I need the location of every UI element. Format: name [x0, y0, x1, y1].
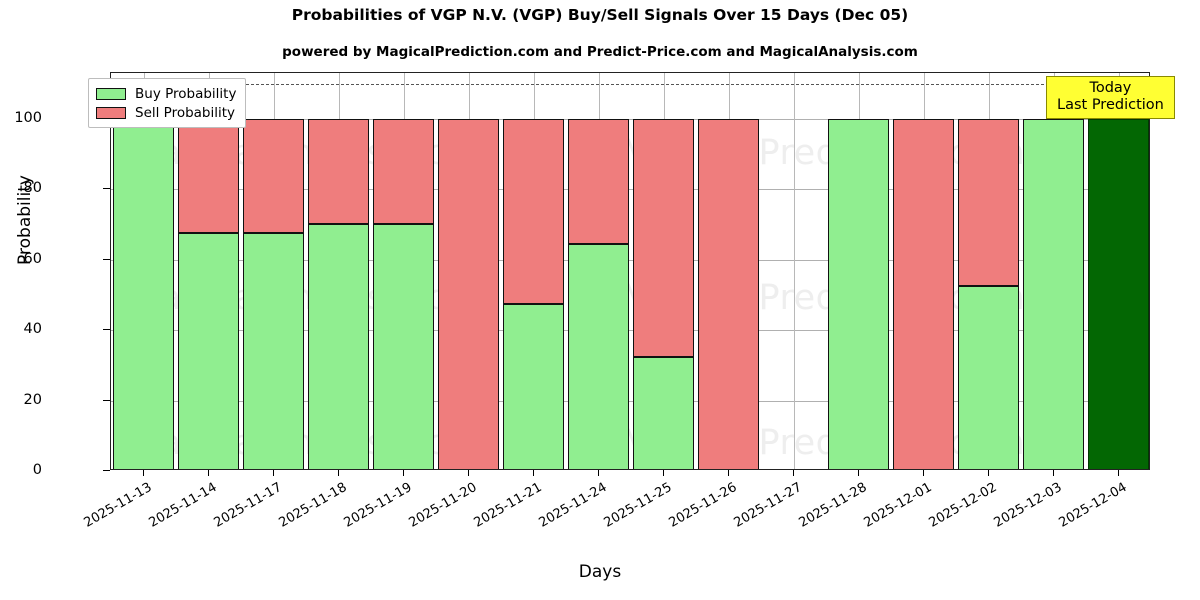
bar-segment-sell[interactable] [177, 118, 240, 234]
bar-group[interactable] [957, 73, 1020, 469]
bar-group[interactable] [372, 73, 435, 469]
bar-segment-sell[interactable] [632, 118, 695, 357]
x-tick-mark-2025-11-21 [532, 470, 534, 476]
y-tick-label-0: 0 [32, 462, 42, 478]
y-tick-label-60: 60 [23, 250, 42, 267]
x-tick-mark-2025-11-14 [207, 470, 209, 476]
gridline-y-80 [111, 189, 1149, 191]
bar-group[interactable] [567, 73, 630, 469]
y-tick-label-20: 20 [23, 391, 42, 408]
bar-group[interactable] [437, 73, 500, 469]
x-tick-mark-2025-11-17 [272, 470, 274, 476]
y-tick-mark-60 [103, 258, 110, 260]
bar-segment-buy[interactable] [957, 286, 1020, 469]
bar-segment-sell[interactable] [242, 118, 305, 234]
y-tick-mark-0 [103, 470, 110, 471]
bar-segment-buy[interactable] [502, 303, 565, 469]
bar-segment-buy[interactable] [177, 233, 240, 469]
reference-line [111, 83, 1149, 85]
y-tick-label-40: 40 [23, 321, 42, 338]
bar-group[interactable] [827, 73, 890, 469]
x-tick-mark-2025-12-03 [1052, 470, 1054, 476]
bar-segment-buy[interactable] [827, 118, 890, 469]
x-tick-mark-2025-12-01 [922, 470, 924, 476]
x-tick-mark-2025-11-25 [662, 470, 664, 476]
bar-segment-buy[interactable] [307, 224, 370, 469]
y-tick-mark-20 [103, 399, 110, 401]
chart-title: Probabilities of VGP N.V. (VGP) Buy/Sell… [291, 6, 909, 24]
chart-legend: Buy Probability Sell Probability [88, 78, 247, 128]
legend-item-sell: Sell Probability [96, 103, 236, 122]
bar-segment-buy[interactable] [567, 243, 630, 469]
x-tick-mark-2025-11-24 [597, 470, 599, 476]
legend-swatch-buy-icon [96, 87, 126, 100]
bar-group[interactable] [242, 73, 305, 469]
bar-group[interactable] [1087, 73, 1149, 469]
bar-group[interactable] [892, 73, 955, 469]
bar-segment-buy[interactable] [372, 224, 435, 469]
bar-segment-buy[interactable] [112, 118, 175, 469]
today-annotation: Today Last Prediction [1046, 76, 1175, 120]
x-tick-mark-2025-11-13 [142, 470, 144, 476]
bar-segment-sell[interactable] [502, 118, 565, 304]
bar-segment-buy[interactable] [242, 233, 305, 469]
bar-segment-sell[interactable] [892, 118, 955, 469]
x-tick-mark-2025-12-02 [987, 470, 989, 476]
bar-group[interactable] [697, 73, 760, 469]
today-annotation-line1: Today [1089, 80, 1132, 96]
chart-subtitle: powered by MagicalPrediction.com and Pre… [282, 44, 918, 60]
y-tick-mark-40 [103, 329, 110, 331]
x-axis-label: Days [578, 562, 622, 582]
bar-segment-sell[interactable] [697, 118, 760, 469]
bar-segment-sell[interactable] [437, 118, 500, 469]
today-annotation-line2: Last Prediction [1057, 96, 1164, 113]
x-tick-mark-2025-12-04 [1117, 470, 1119, 476]
bar-group[interactable] [177, 73, 240, 469]
bar-group[interactable] [1022, 73, 1085, 469]
y-tick-label-80: 80 [23, 180, 42, 197]
bar-group[interactable] [307, 73, 370, 469]
x-tick-mark-2025-11-18 [337, 470, 339, 476]
bar-segment-sell[interactable] [957, 118, 1020, 287]
bar-group[interactable] [632, 73, 695, 469]
bar-segment-sell[interactable] [372, 118, 435, 225]
bar-group[interactable] [502, 73, 565, 469]
legend-swatch-sell-icon [96, 106, 126, 119]
x-tick-mark-2025-11-20 [467, 470, 469, 476]
gridline-y-100 [111, 118, 1149, 120]
bar-segment-sell[interactable] [307, 118, 370, 225]
y-tick-label-100: 100 [14, 109, 42, 126]
bar-segment-sell[interactable] [567, 118, 630, 244]
legend-label-sell: Sell Probability [135, 104, 236, 121]
legend-item-buy: Buy Probability [96, 84, 236, 103]
bar-segment-today[interactable] [1087, 118, 1149, 469]
x-tick-mark-2025-11-26 [727, 470, 729, 476]
bar-segment-buy[interactable] [1022, 118, 1085, 469]
x-tick-mark-2025-11-19 [402, 470, 404, 476]
gridline-x-2025-11-27 [793, 73, 795, 469]
plot-area: MagicalAnalysis.comMagicalPrediction.com… [110, 72, 1150, 470]
x-tick-mark-2025-11-28 [857, 470, 859, 476]
bar-segment-buy[interactable] [632, 356, 695, 469]
gridline-y-60 [111, 259, 1149, 261]
gridline-y-20 [111, 400, 1149, 402]
bar-group[interactable] [112, 73, 175, 469]
bar-group[interactable] [763, 73, 824, 469]
x-tick-mark-2025-11-27 [792, 470, 794, 476]
y-tick-mark-80 [103, 188, 110, 190]
gridline-y-40 [111, 330, 1149, 332]
legend-label-buy: Buy Probability [135, 85, 237, 102]
